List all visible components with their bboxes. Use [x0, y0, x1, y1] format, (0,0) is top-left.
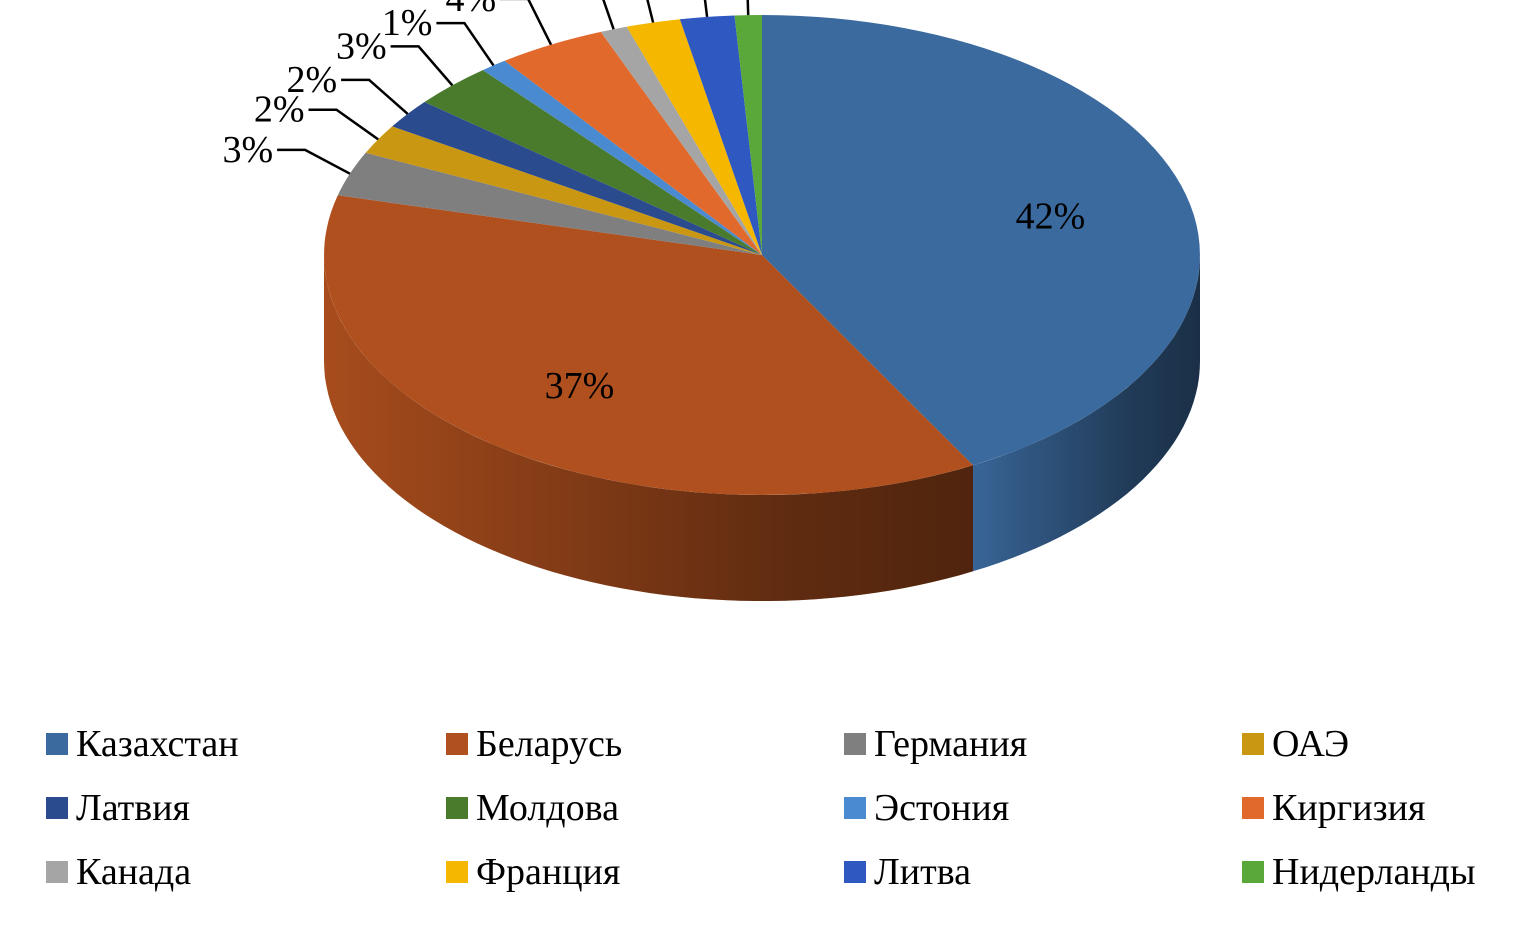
data-label-казахстан: 42% — [1016, 195, 1086, 237]
pie-slice-литва — [679, 15, 762, 255]
data-label-латвия: 2% — [286, 59, 337, 101]
leader-line-эстония — [436, 21, 495, 67]
leader-line-канада — [602, 0, 615, 30]
pie-slice-эстония — [482, 60, 762, 255]
legend-item-германия: Германия — [844, 722, 1027, 766]
legend-swatch — [446, 733, 468, 755]
data-label-эстония: 1% — [382, 2, 433, 44]
pie-slice-канада — [600, 26, 762, 256]
leader-line-литва — [703, 0, 709, 18]
legend-swatch — [1242, 797, 1264, 819]
data-label-беларусь: 37% — [545, 365, 615, 407]
legend-label: Киргизия — [1272, 787, 1426, 829]
legend-label: Казахстан — [76, 723, 239, 765]
pie-chart: 42%37%3%2%2%3%1%4%1%2%2%1% — [222, 0, 1200, 601]
legend-label: Беларусь — [476, 723, 623, 765]
legend-item-нидерланды: Нидерланды — [1242, 850, 1476, 894]
legend-item-франция: Франция — [446, 850, 620, 894]
legend-label: Франция — [476, 851, 621, 893]
legend-label: Латвия — [76, 787, 191, 829]
leader-line-нидерланды — [746, 0, 750, 16]
data-label-оаэ: 2% — [254, 89, 305, 131]
legend-label: Канада — [76, 851, 192, 893]
data-label-молдова: 3% — [336, 25, 387, 67]
leader-line-молдова — [390, 45, 454, 87]
legend-swatch — [1242, 733, 1264, 755]
leader-line-латвия — [341, 78, 409, 115]
legend-swatch — [844, 733, 866, 755]
pie-side-shade-0 — [973, 255, 1200, 572]
legend-item-киргизия: Киргизия — [1242, 786, 1425, 830]
legend-item-молдова: Молдова — [446, 786, 619, 830]
leader-line-оаэ — [308, 108, 379, 141]
leader-line-франция — [646, 0, 655, 23]
data-label-киргизия: 4% — [445, 0, 496, 20]
legend-item-канада: Канада — [46, 850, 191, 894]
leader-line-киргизия — [500, 0, 553, 46]
pie-slice-нидерланды — [734, 15, 762, 255]
legend-swatch — [446, 797, 468, 819]
legend-label: Эстония — [874, 787, 1010, 829]
legend-swatch — [46, 861, 68, 883]
legend-swatch — [446, 861, 468, 883]
legend-swatch — [844, 797, 866, 819]
legend-item-оаэ: ОАЭ — [1242, 722, 1349, 766]
legend-item-беларусь: Беларусь — [446, 722, 622, 766]
pie-slice-казахстан — [762, 15, 1200, 466]
legend-label: Нидерланды — [1272, 851, 1476, 893]
legend-label: Германия — [874, 723, 1028, 765]
data-label-германия: 3% — [222, 129, 273, 171]
legend-label: Молдова — [476, 787, 619, 829]
legend-swatch — [844, 861, 866, 883]
legend: Казахстан Беларусь Германия ОАЭ Латвия Молдов… — [46, 722, 1516, 922]
pie-chart-svg: 42%37%3%2%2%3%1%4%1%2%2%1% — [222, 0, 1200, 601]
legend-item-казахстан: Казахстан — [46, 722, 239, 766]
legend-swatch — [46, 797, 68, 819]
pie-side-shade-1 — [324, 255, 973, 601]
pie-slice-киргизия — [504, 31, 762, 256]
leader-line-германия — [277, 148, 351, 175]
pie-slice-молдова — [424, 70, 762, 255]
legend-item-литва: Литва — [844, 850, 971, 894]
pie-slice-оаэ — [365, 126, 762, 256]
pie-slice-беларусь — [324, 195, 973, 495]
pie-slice-франция — [626, 19, 762, 255]
legend-item-эстония: Эстония — [844, 786, 1009, 830]
pie-slice-латвия — [392, 102, 762, 255]
legend-swatch — [46, 733, 68, 755]
legend-swatch — [1242, 861, 1264, 883]
legend-label: ОАЭ — [1272, 723, 1350, 765]
legend-item-латвия: Латвия — [46, 786, 190, 830]
pie-slice-германия — [337, 152, 762, 255]
legend-label: Литва — [874, 851, 972, 893]
